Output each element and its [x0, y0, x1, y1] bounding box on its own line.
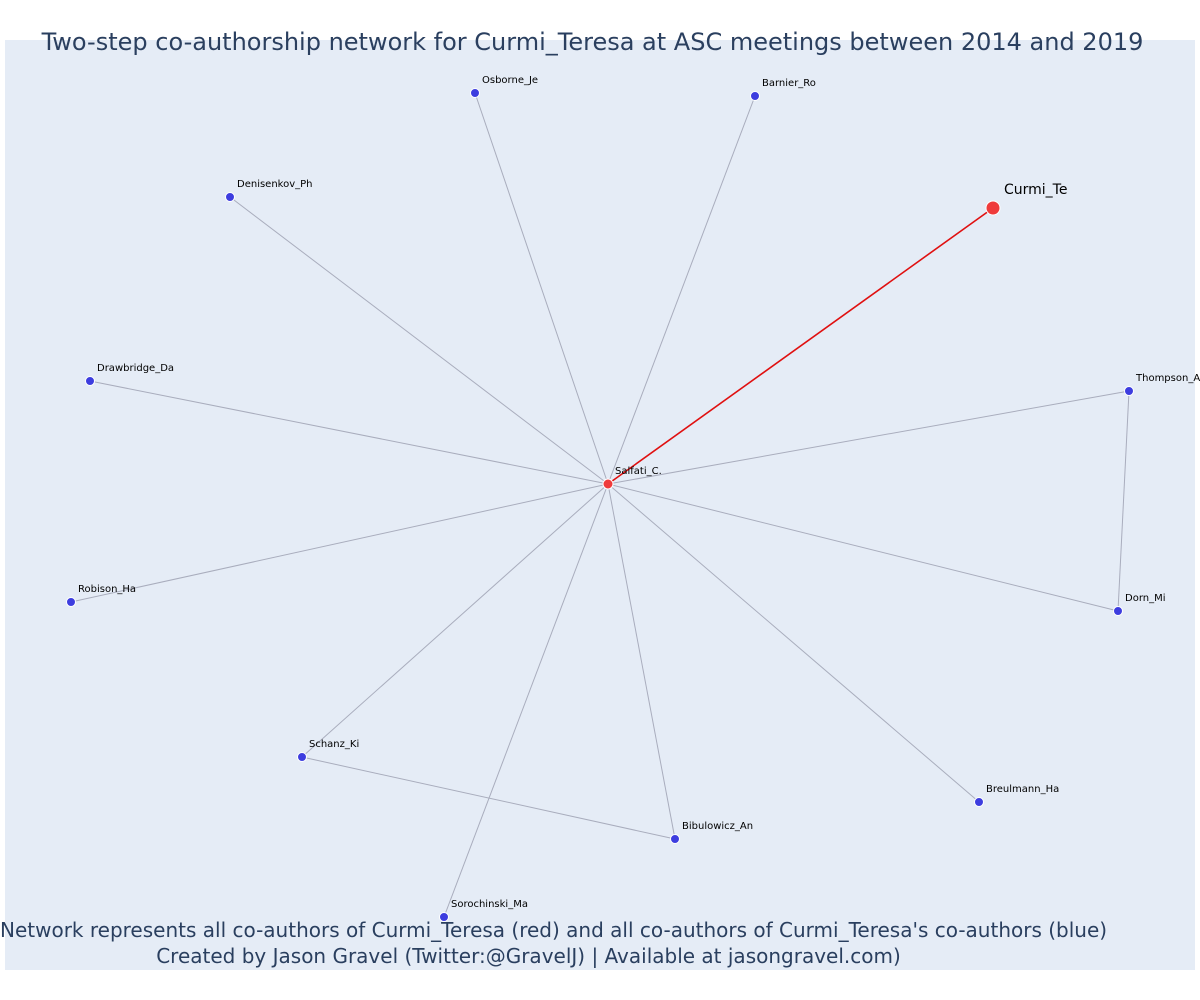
node-label-robison-ha: Robison_Ha	[78, 584, 136, 595]
node-drawbridge-da[interactable]	[85, 376, 95, 386]
edge-schanz-ki-bibulowicz-an	[301, 756, 676, 840]
edge-salfati-c-breulmann-ha	[607, 483, 980, 803]
node-osborne-je[interactable]	[470, 88, 480, 98]
edge-salfati-c-barnier-ro	[607, 95, 756, 485]
node-label-schanz-ki: Schanz_Ki	[309, 739, 359, 750]
edge-salfati-c-drawbridge-da	[89, 380, 609, 485]
edge-salfati-c-sorochinski-ma	[443, 483, 609, 918]
caption-description: Network represents all co-authors of Cur…	[0, 918, 1108, 942]
node-curmi-te[interactable]	[985, 200, 1001, 216]
edge-salfati-c-curmi-te	[607, 207, 994, 485]
node-label-drawbridge-da: Drawbridge_Da	[97, 363, 174, 374]
node-label-denisenkov-ph: Denisenkov_Ph	[237, 179, 313, 190]
edge-salfati-c-denisenkov-ph	[229, 196, 609, 485]
edge-salfati-c-schanz-ki	[301, 483, 609, 758]
node-dorn-mi[interactable]	[1113, 606, 1123, 616]
node-label-salfati-c: Salfati_C.	[615, 466, 662, 477]
labels-layer: Curmi_Te Salfati_C. Osborne_Je Barnier_Ro De…	[78, 75, 1200, 910]
edge-thompson-a-dorn-mi	[1117, 390, 1130, 612]
caption-credit: Created by Jason Gravel (Twitter:@Gravel…	[156, 944, 901, 968]
node-label-thompson-a: Thompson_A	[1135, 373, 1200, 384]
edges-layer	[70, 92, 1130, 918]
node-thompson-a[interactable]	[1124, 386, 1134, 396]
node-label-dorn-mi: Dorn_Mi	[1125, 593, 1166, 604]
edge-salfati-c-osborne-je	[474, 92, 609, 485]
node-breulmann-ha[interactable]	[974, 797, 984, 807]
chart-title: Two-step co-authorship network for Curmi…	[41, 28, 1144, 56]
nodes-layer	[66, 88, 1134, 922]
node-denisenkov-ph[interactable]	[225, 192, 235, 202]
node-robison-ha[interactable]	[66, 597, 76, 607]
edge-salfati-c-dorn-mi	[607, 483, 1119, 612]
node-salfati-c[interactable]	[602, 478, 614, 490]
edge-salfati-c-thompson-a	[607, 390, 1130, 485]
edge-salfati-c-robison-ha	[70, 483, 609, 603]
node-label-sorochinski-ma: Sorochinski_Ma	[451, 899, 528, 910]
node-label-breulmann-ha: Breulmann_Ha	[986, 784, 1059, 795]
node-label-bibulowicz-an: Bibulowicz_An	[682, 821, 753, 832]
node-label-curmi-te: Curmi_Te	[1004, 182, 1067, 198]
node-barnier-ro[interactable]	[750, 91, 760, 101]
edge-salfati-c-bibulowicz-an	[607, 483, 676, 840]
node-label-osborne-je: Osborne_Je	[482, 75, 538, 86]
node-sorochinski-ma[interactable]	[439, 912, 449, 922]
node-bibulowicz-an[interactable]	[670, 834, 680, 844]
node-schanz-ki[interactable]	[297, 752, 307, 762]
node-label-barnier-ro: Barnier_Ro	[762, 78, 816, 89]
